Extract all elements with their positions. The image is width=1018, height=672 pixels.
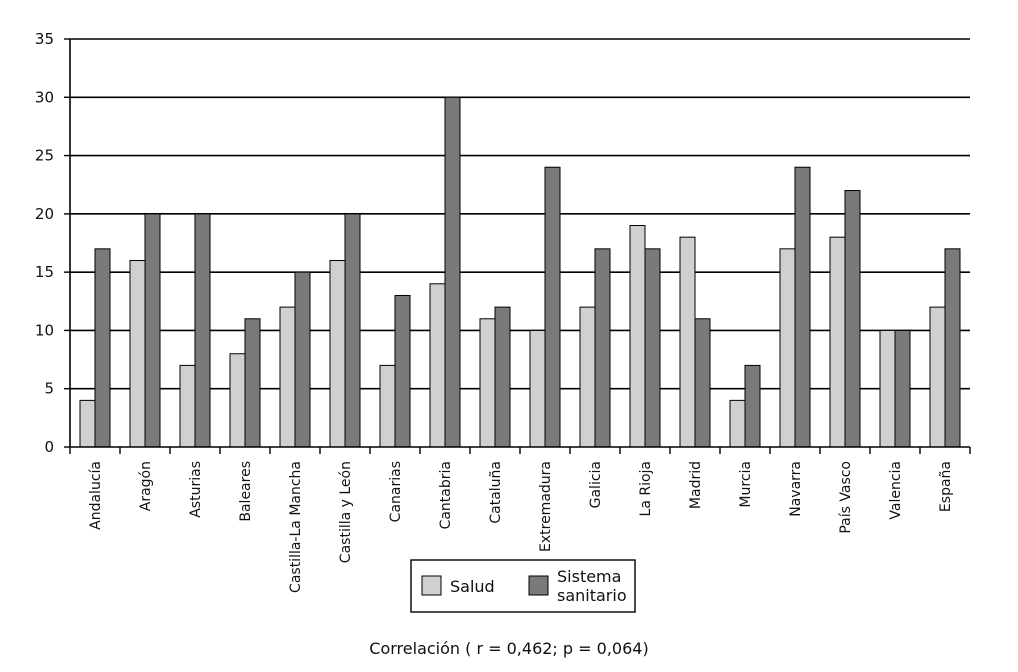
bar-salud-6 bbox=[379, 364, 396, 448]
x-category-label-6: Canarias bbox=[388, 461, 404, 522]
x-category-label-1: Aragón bbox=[138, 461, 154, 511]
bar-salud-16 bbox=[879, 329, 896, 448]
bars bbox=[79, 96, 961, 448]
bar-sistema-sanitario-15 bbox=[844, 190, 861, 448]
y-tick-label-7: 35 bbox=[35, 30, 54, 48]
bar-sistema-sanitario-3 bbox=[244, 318, 261, 448]
bar-salud-8 bbox=[479, 318, 496, 448]
y-tick-label-5: 25 bbox=[35, 147, 54, 165]
bar-sistema-sanitario-11 bbox=[644, 248, 661, 448]
x-category-label-11: La Rioja bbox=[638, 461, 654, 516]
x-category-label-10: Galicia bbox=[588, 461, 604, 508]
bar-sistema-sanitario-0 bbox=[94, 248, 111, 448]
bar-salud-15 bbox=[829, 236, 846, 448]
x-category-label-15: País Vasco bbox=[838, 461, 854, 534]
bar-salud-5 bbox=[329, 259, 346, 448]
bar-salud-17 bbox=[929, 306, 946, 448]
bar-sistema-sanitario-13 bbox=[744, 364, 761, 448]
x-category-label-17: España bbox=[938, 461, 954, 512]
gridlines bbox=[70, 38, 970, 390]
bar-salud-12 bbox=[679, 236, 696, 448]
bar-salud-2 bbox=[179, 364, 196, 448]
bar-salud-3 bbox=[229, 353, 246, 448]
y-tick-label-6: 30 bbox=[35, 88, 54, 106]
bar-salud-7 bbox=[429, 283, 446, 448]
bar-salud-13 bbox=[729, 399, 746, 448]
bar-salud-0 bbox=[79, 399, 96, 448]
bar-sistema-sanitario-5 bbox=[344, 213, 361, 448]
legend-label-1-1: sanitario bbox=[557, 586, 627, 605]
bar-sistema-sanitario-10 bbox=[594, 248, 611, 448]
x-category-label-4: Castilla-La Mancha bbox=[288, 461, 304, 593]
x-category-label-12: Madrid bbox=[688, 461, 704, 509]
bar-sistema-sanitario-14 bbox=[794, 166, 811, 448]
legend-label-0-0: Salud bbox=[450, 577, 495, 596]
x-category-label-16: Valencia bbox=[888, 461, 904, 520]
bar-sistema-sanitario-6 bbox=[394, 294, 411, 448]
y-tick-label-2: 10 bbox=[35, 321, 54, 339]
x-category-label-14: Navarra bbox=[788, 461, 804, 517]
y-axis-ticks: 0 5 10 15 20 25 30 35 bbox=[35, 30, 70, 456]
legend-label-1-0: Sistema bbox=[557, 567, 621, 586]
bar-sistema-sanitario-9 bbox=[544, 166, 561, 448]
bar-salud-4 bbox=[279, 306, 296, 448]
bar-sistema-sanitario-17 bbox=[944, 248, 961, 448]
x-category-label-13: Murcia bbox=[738, 461, 754, 508]
legend-box bbox=[410, 559, 636, 613]
bar-sistema-sanitario-2 bbox=[194, 213, 211, 448]
x-category-label-2: Asturias bbox=[188, 461, 204, 518]
y-tick-label-0: 0 bbox=[44, 438, 54, 456]
legend-swatch-1 bbox=[528, 575, 549, 596]
bar-sistema-sanitario-8 bbox=[494, 306, 511, 448]
bar-sistema-sanitario-16 bbox=[894, 329, 911, 448]
bar-salud-10 bbox=[579, 306, 596, 448]
bar-sistema-sanitario-7 bbox=[444, 96, 461, 448]
x-category-label-0: Andalucía bbox=[88, 461, 104, 530]
y-tick-label-4: 20 bbox=[35, 205, 54, 223]
y-tick-label-1: 5 bbox=[44, 380, 54, 398]
y-tick-label-3: 15 bbox=[35, 263, 54, 281]
x-category-label-9: Extremadura bbox=[538, 461, 554, 552]
legend-swatch-0 bbox=[421, 575, 442, 596]
bar-salud-11 bbox=[629, 225, 646, 448]
bar-salud-14 bbox=[779, 248, 796, 448]
x-category-label-8: Cataluña bbox=[488, 461, 504, 524]
bar-sistema-sanitario-1 bbox=[144, 213, 161, 448]
x-category-label-7: Cantabria bbox=[438, 461, 454, 529]
x-category-label-3: Baleares bbox=[238, 461, 254, 522]
bar-salud-9 bbox=[529, 329, 546, 448]
bar-sistema-sanitario-12 bbox=[694, 318, 711, 448]
bar-sistema-sanitario-4 bbox=[294, 271, 311, 448]
x-axis-categories: Andalucía Aragón Asturias Baleares Castilla-… bbox=[69, 447, 971, 593]
chart-caption: Correlación ( r = 0,462; p = 0,064) bbox=[369, 639, 648, 658]
bar-salud-1 bbox=[129, 259, 146, 448]
x-category-label-5: Castilla y León bbox=[338, 461, 354, 563]
